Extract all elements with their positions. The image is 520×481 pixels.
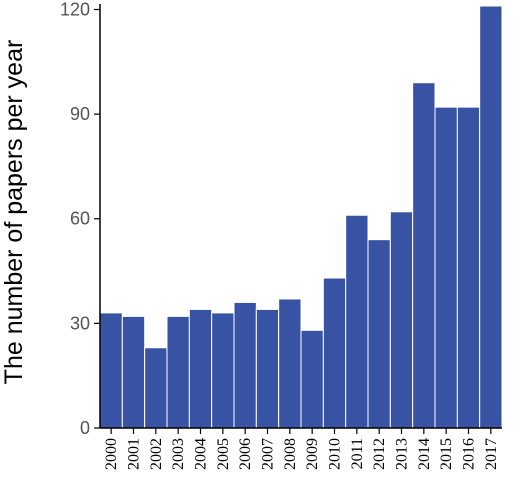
x-tick-label-2011: 2011 [349, 438, 366, 469]
bar-2004 [188, 308, 213, 429]
y-tick-label: 90 [70, 104, 90, 124]
x-tick-label-2006: 2006 [237, 438, 254, 470]
bar-2000 [99, 312, 123, 429]
bar-2015 [434, 106, 458, 429]
x-tick-label-2014: 2014 [416, 438, 433, 470]
y-tick-label: 120 [60, 0, 90, 19]
y-tick-label: 0 [80, 418, 90, 438]
bar-2016 [456, 106, 481, 429]
x-tick-label-2002: 2002 [148, 438, 165, 470]
bar-2003 [166, 315, 190, 429]
bar-2009 [300, 329, 324, 429]
y-tick-label: 30 [70, 313, 90, 333]
y-axis-label: The number of papers per year [0, 40, 28, 385]
y-axis-ticks: 0 30 60 90 120 [60, 0, 100, 438]
x-tick-label-2005: 2005 [215, 438, 232, 470]
x-tick-label-2017: 2017 [483, 438, 500, 470]
x-tick-label-2015: 2015 [438, 438, 455, 470]
x-tick-label-2004: 2004 [193, 438, 210, 470]
bar-2017 [479, 5, 503, 429]
bar-2005 [211, 312, 235, 429]
x-tick-label-2016: 2016 [461, 438, 478, 470]
bar-2013 [389, 211, 414, 429]
x-tick-label-2013: 2013 [394, 438, 411, 470]
x-tick-label-2000: 2000 [103, 438, 120, 470]
x-tick-label-2003: 2003 [170, 438, 187, 470]
bar-2001 [121, 315, 146, 429]
x-tick-label-2012: 2012 [371, 438, 388, 470]
bars-group [99, 5, 503, 429]
x-tick-label-2008: 2008 [282, 438, 299, 470]
bar-2006 [233, 301, 257, 429]
x-tick-label-2010: 2010 [327, 438, 344, 470]
x-tick-label-2007: 2007 [260, 438, 277, 470]
y-tick-label: 60 [70, 209, 90, 229]
x-axis-ticks: 2000 2001 2002 2003 2004 2005 2006 2007 2008 2009… [103, 428, 500, 470]
bar-2011 [345, 214, 369, 429]
x-tick-label-2001: 2001 [126, 438, 143, 470]
bar-2012 [367, 239, 391, 429]
bar-2014 [412, 82, 436, 429]
bar-2007 [255, 308, 280, 429]
bar-2010 [322, 277, 347, 429]
bar-2008 [278, 298, 302, 429]
x-tick-label-2009: 2009 [304, 438, 321, 470]
bar-2002 [144, 347, 168, 429]
